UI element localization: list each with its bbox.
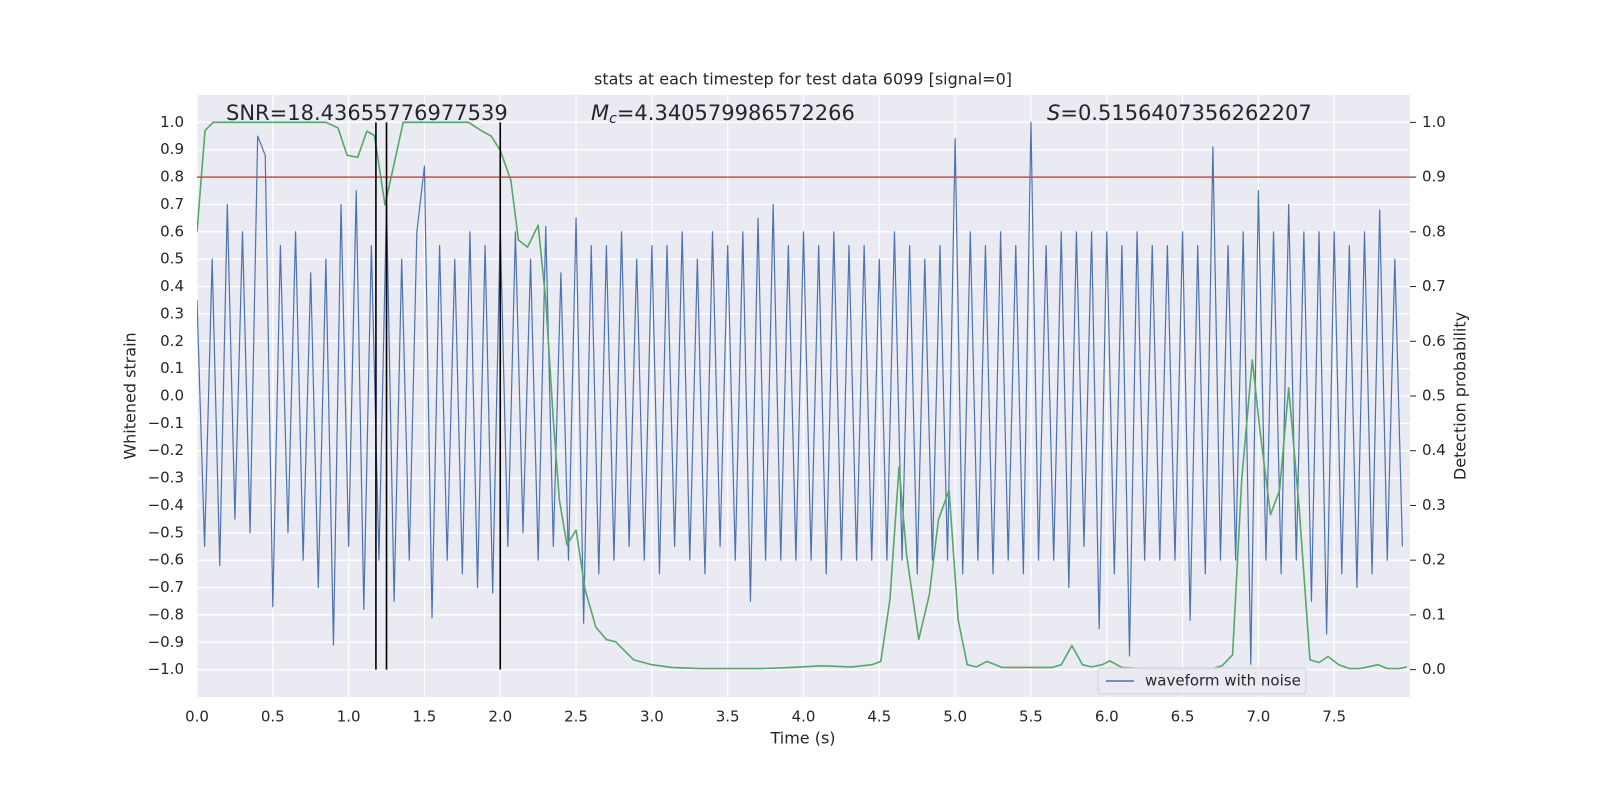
x-tick-label: 2.5 (564, 708, 588, 726)
y-tick-label: 0.3 (160, 304, 184, 322)
y2-tick-label: 0.9 (1422, 168, 1446, 186)
y2-tick-label: 0.8 (1422, 222, 1446, 240)
x-tick-label: 1.5 (413, 708, 437, 726)
annotation-part: =4.340579986572266 (617, 101, 855, 125)
y-axis-label: Whitened strain (121, 332, 140, 459)
y-tick-label: 0.9 (160, 140, 184, 158)
legend-label: waveform with noise (1145, 672, 1301, 690)
y2-tick-label: 0.2 (1422, 551, 1446, 569)
x-tick-label: 3.5 (716, 708, 740, 726)
annotation-part: M (591, 101, 609, 125)
x-tick-label: 5.5 (1019, 708, 1043, 726)
y2-tick-label: 0.4 (1422, 441, 1446, 459)
y-tick-label: −0.5 (148, 523, 184, 541)
x-tick-label: 0.5 (261, 708, 285, 726)
y-tick-label: 1.0 (160, 113, 184, 131)
x-tick-label: 1.0 (337, 708, 361, 726)
y2-tick-label: 1.0 (1422, 113, 1446, 131)
x-tick-label: 5.0 (943, 708, 967, 726)
legend-box (1097, 667, 1307, 695)
x-tick-label: 4.0 (792, 708, 816, 726)
annotation-part: S (1047, 101, 1060, 125)
x-axis-label: Time (s) (769, 729, 835, 748)
annotation: Mc=4.340579986572266 (591, 101, 855, 127)
y-tick-label: −0.8 (148, 605, 184, 623)
x-tick-label: 7.0 (1246, 708, 1270, 726)
y-tick-label: −0.6 (148, 551, 184, 569)
y-tick-label: −0.9 (148, 633, 184, 651)
annotation-part: =0.5156407356262207 (1060, 101, 1311, 125)
y2-tick-label: 0.5 (1422, 387, 1446, 405)
y-tick-label: −0.2 (148, 441, 184, 459)
y-tick-label: 0.6 (160, 222, 184, 240)
y-tick-label: 0.4 (160, 277, 184, 295)
x-tick-label: 6.5 (1171, 708, 1195, 726)
y-tick-label: −0.7 (148, 578, 184, 596)
annotation: S=0.5156407356262207 (1047, 101, 1312, 125)
chart-title: stats at each timestep for test data 609… (594, 70, 1012, 89)
y-tick-label: 0.2 (160, 332, 184, 350)
y-tick-label: 0.7 (160, 195, 184, 213)
y-tick-label: −0.3 (148, 469, 184, 487)
y-tick-label: 0.5 (160, 250, 184, 268)
x-tick-label: 2.0 (488, 708, 512, 726)
y2-tick-label: 0.6 (1422, 332, 1446, 350)
x-tick-label: 3.0 (640, 708, 664, 726)
y-tick-label: −0.1 (148, 414, 184, 432)
y2-tick-label: 0.3 (1422, 496, 1446, 514)
y2-axis-label: Detection probability (1451, 312, 1470, 480)
y-tick-label: −0.4 (148, 496, 184, 514)
series-line (197, 121, 1408, 670)
y2-tick-label: 0.1 (1422, 605, 1446, 623)
y-tick-label: 0.1 (160, 359, 184, 377)
y2-tick-label: 0.7 (1422, 277, 1446, 295)
x-tick-label: 4.5 (867, 708, 891, 726)
x-tick-label: 0.0 (185, 708, 209, 726)
series-line (197, 121, 1404, 665)
y-tick-label: −1.0 (148, 660, 184, 678)
annotation-part: SNR=18.43655776977539 (226, 101, 508, 125)
y2-tick-label: 0.0 (1422, 660, 1446, 678)
x-tick-label: 6.0 (1095, 708, 1119, 726)
annotation-part: c (609, 111, 617, 127)
x-tick-label: 7.5 (1322, 708, 1346, 726)
y-tick-label: 0.0 (160, 387, 184, 405)
y-tick-label: 0.8 (160, 168, 184, 186)
annotation: SNR=18.43655776977539 (226, 101, 508, 125)
